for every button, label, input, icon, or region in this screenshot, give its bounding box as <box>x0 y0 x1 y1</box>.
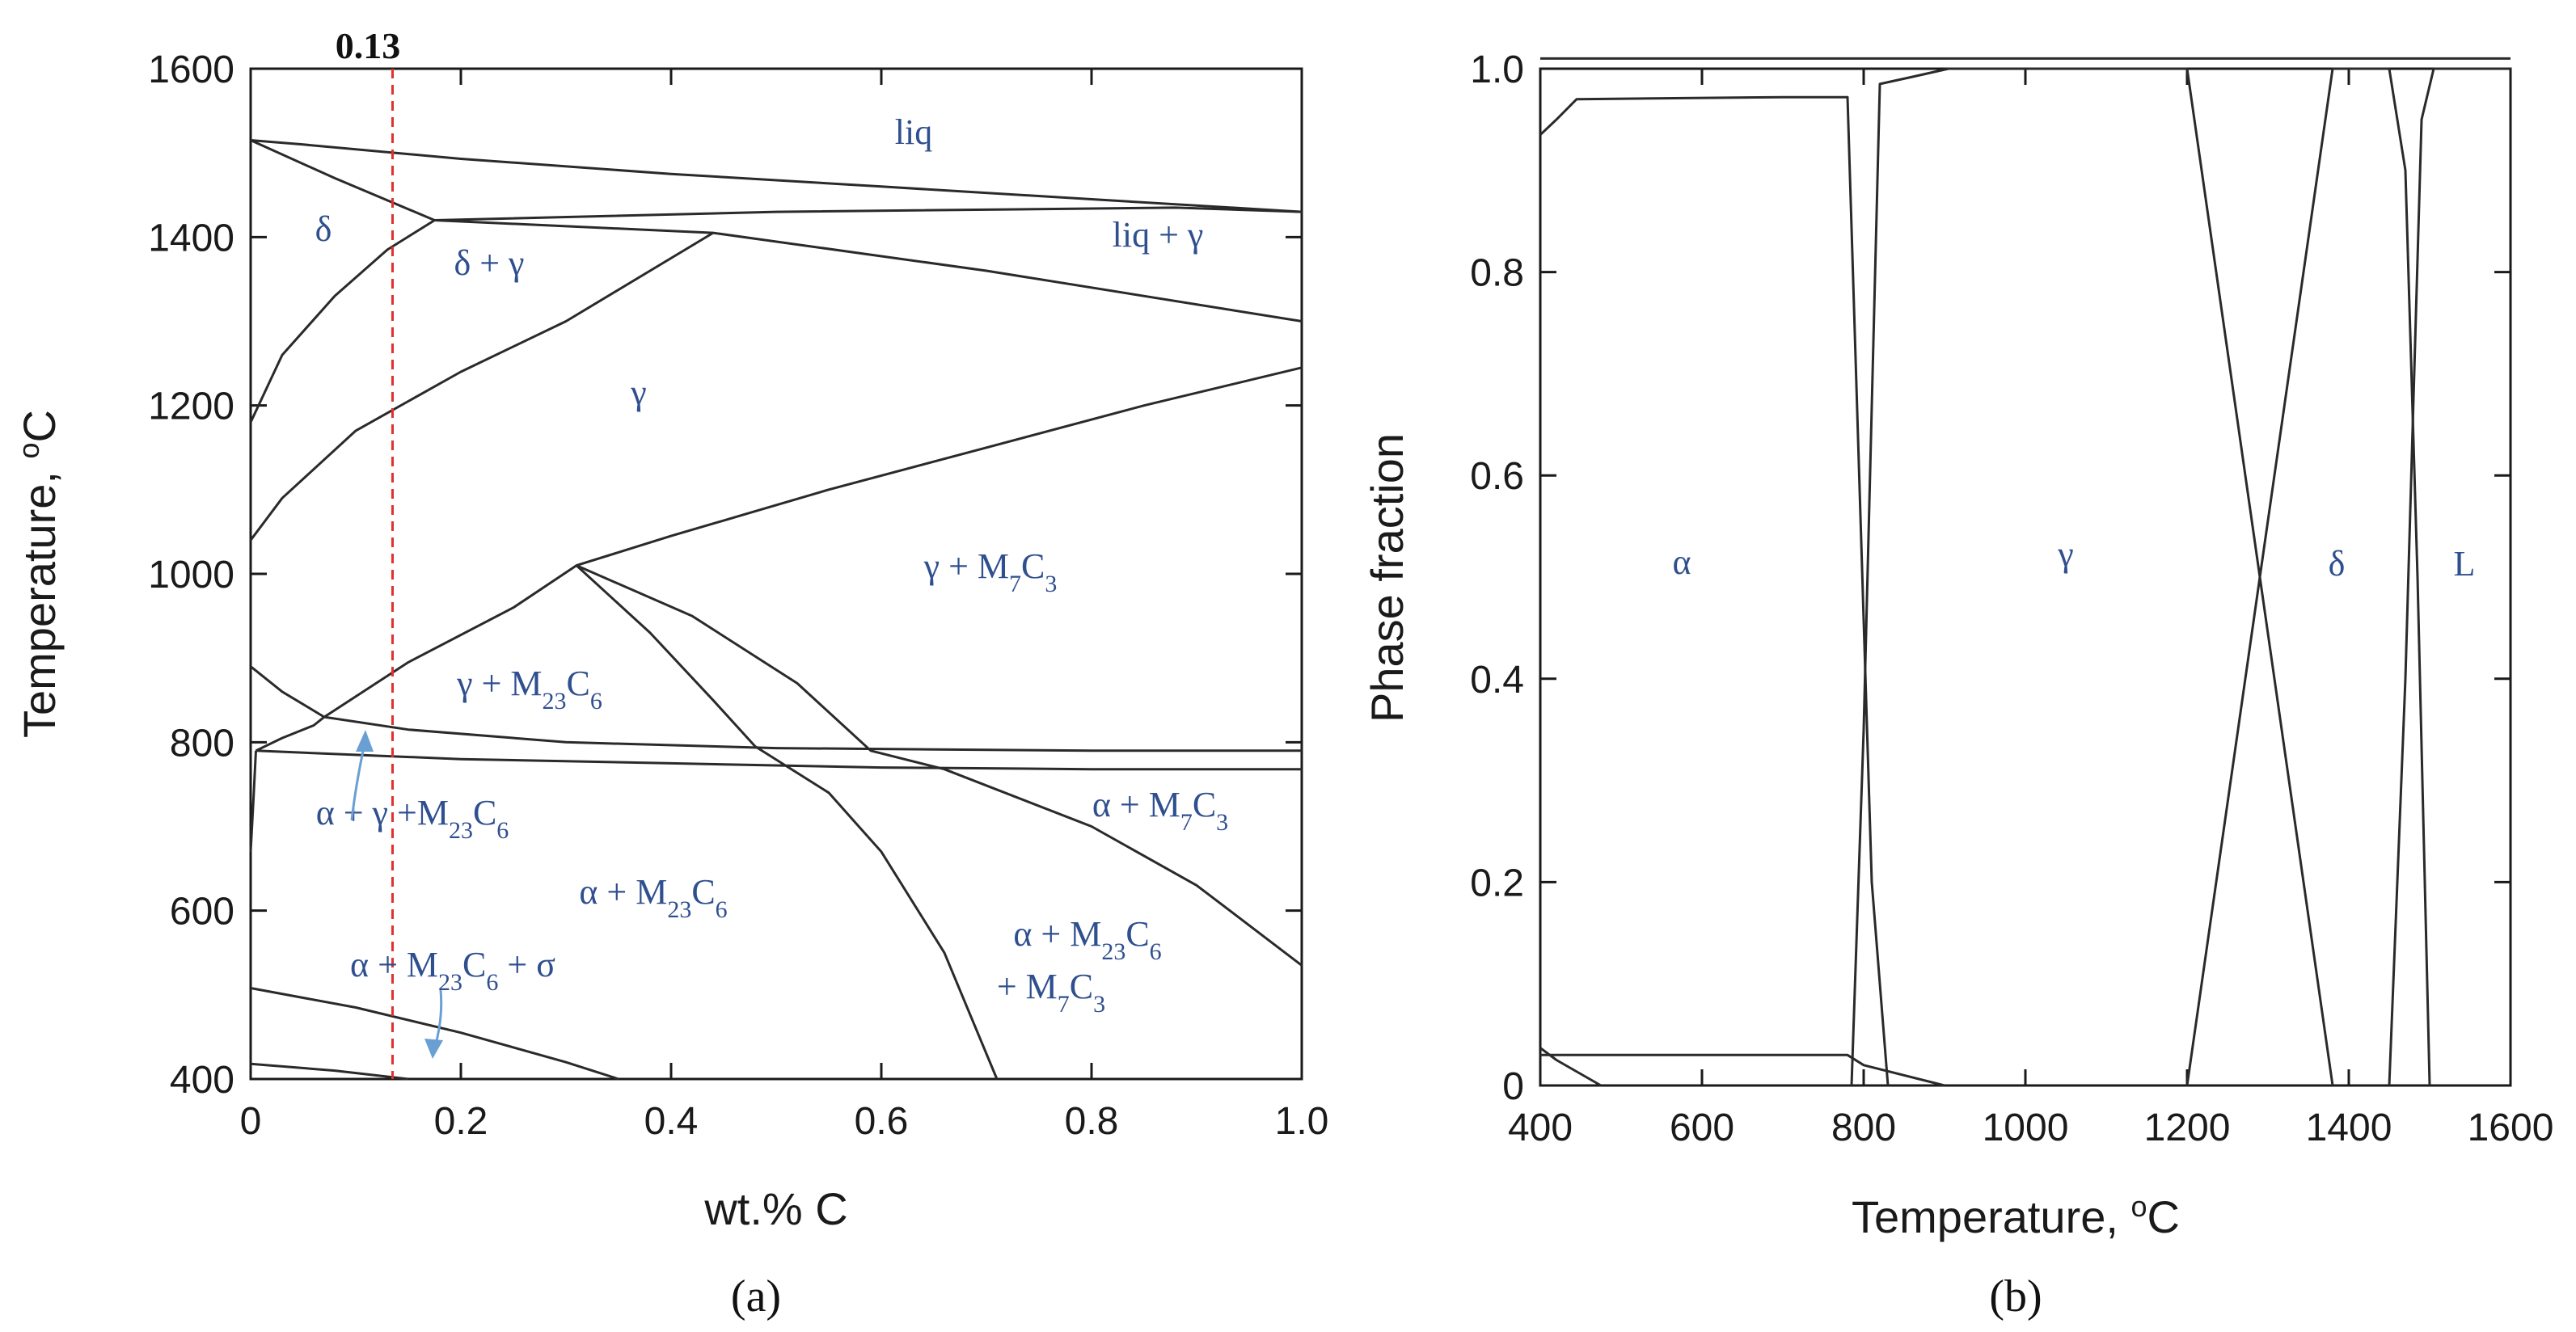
panel-a-ytick-label: 1200 <box>148 386 234 428</box>
panel-a-curve-7 <box>323 366 1303 719</box>
panel-a-curve-17 <box>250 987 619 1081</box>
panel-a-xtick-label: 0.2 <box>434 1100 488 1143</box>
panel-a-curve-2 <box>250 139 436 221</box>
panel-a-label-liq-gamma: liq + γ <box>1113 215 1204 255</box>
panel-a-curve-5 <box>249 219 436 424</box>
panel-a-curve-4 <box>434 219 1303 322</box>
panel-b-curve-5 <box>2388 67 2511 1086</box>
panel-b-curve-6 <box>1540 1053 1945 1087</box>
panel-a-curve-16 <box>754 745 999 1080</box>
panel-b-ticks: 400 600 800 1000 1200 1400 1600 0 0.2 0.4 0.6 0.8 1.… <box>1470 48 2553 1149</box>
panel-a-curve-6 <box>249 231 714 542</box>
panel-b-curve-4 <box>2185 67 2431 1086</box>
panel-b-ytick-label: 0 <box>1502 1065 1524 1108</box>
panel-b-xtick-label: 1200 <box>2144 1106 2231 1149</box>
panel-a-curve-12 <box>249 750 257 852</box>
panel-b-curve-2 <box>1539 95 1890 1086</box>
panel-a-curve-13 <box>575 564 757 748</box>
panel-a-label-liq: liq <box>895 112 932 152</box>
panel-a-label-alpha-m23c6: α + M23C6 <box>579 872 727 923</box>
panel-a-curve-1 <box>250 139 1303 213</box>
panel-b-xtick-label: 400 <box>1508 1106 1573 1149</box>
panel-a-phase-diagram: 0 0.2 0.4 0.6 0.8 1.0 400 600 800 1000 1200 1400 160… <box>12 25 1329 1321</box>
panel-a-arrowhead-up <box>356 730 374 752</box>
panel-a-ytick-label: 1400 <box>148 217 234 259</box>
panel-b-ytick-label: 0.6 <box>1470 455 1524 498</box>
panel-a-label-alpha-m7c3: α + M7C3 <box>1092 785 1228 836</box>
panel-b-ylabel: Phase fraction <box>1362 433 1413 723</box>
panel-b-label-liquid: L <box>2454 544 2476 584</box>
panel-b-label-alpha: α <box>1672 542 1691 582</box>
panel-b-ytick-label: 1.0 <box>1470 48 1524 91</box>
panel-a-label-alpha-m23c6-m7c3-2: + M7C3 <box>997 967 1105 1018</box>
panel-b-ytick-label: 0.8 <box>1470 252 1524 295</box>
panel-a-label-gamma: γ <box>630 373 646 412</box>
panel-a-label-alpha-gamma-m23c6: α + γ +M23C6 <box>316 793 509 844</box>
panel-b-xlabel: Temperature, oC <box>1852 1190 2180 1243</box>
panel-a-curve-9 <box>255 715 325 752</box>
panel-a-ytick-label: 1600 <box>148 48 234 91</box>
panel-b-xtick-label: 1400 <box>2306 1106 2392 1149</box>
panel-a-ytick-label: 400 <box>170 1059 234 1102</box>
panel-b-ytick-label: 0.2 <box>1470 862 1524 904</box>
panel-b-xtick-label: 1000 <box>1983 1106 2069 1149</box>
panel-a-xtick-label: 0 <box>240 1100 262 1143</box>
panel-b-xtick-label: 800 <box>1831 1106 1896 1149</box>
panel-a-xtick-label: 0.6 <box>855 1100 909 1143</box>
panel-a-label-gamma-m23c6: γ + M23C6 <box>456 664 602 714</box>
panel-a-arrow-down <box>433 989 443 1047</box>
panel-a-label-delta-gamma: δ + γ <box>454 243 525 283</box>
panel-a-curve-8 <box>250 665 325 719</box>
panel-a-ytick-label: 600 <box>170 891 234 934</box>
panel-a-arrowhead-down <box>424 1039 443 1059</box>
panel-b-curve-7 <box>1539 1047 1602 1087</box>
panel-a-reference-annotation: 0.13 <box>336 25 401 66</box>
panel-a-label-alpha-m23c6-sigma: α + M23C6 + σ <box>350 945 555 996</box>
panel-a-phase-boundaries <box>249 139 1303 1081</box>
panel-a-label-gamma-m7c3: γ + M7C3 <box>923 546 1058 597</box>
panel-a-curve-15 <box>944 768 1303 967</box>
panel-a-ytick-label: 800 <box>170 722 234 765</box>
panel-b-caption: (b) <box>1989 1271 2042 1321</box>
panel-b-phase-fraction: 400 600 800 1000 1200 1400 1600 0 0.2 0.4 0.6 0.8 1.… <box>1362 48 2553 1321</box>
panel-a-curve-3 <box>434 206 1303 221</box>
panel-b-label-delta: δ <box>2329 544 2346 584</box>
panel-b-xtick-label: 600 <box>1670 1106 1734 1149</box>
panel-a-xtick-label: 0.8 <box>1065 1100 1119 1143</box>
panel-b-curve-3 <box>1850 67 2334 1086</box>
panel-a-curve-10 <box>323 715 1302 752</box>
panel-b-label-gamma: γ <box>2057 534 2073 574</box>
panel-b-ytick-label: 0.4 <box>1470 659 1524 702</box>
panel-a-label-delta: δ <box>315 209 332 249</box>
panel-a-caption: (a) <box>731 1271 781 1321</box>
panel-a-xlabel: wt.% C <box>703 1183 847 1234</box>
panel-a-curve-14 <box>576 564 945 771</box>
panel-a-ylabel: Temperature, oC <box>12 410 65 738</box>
panel-b-xtick-label: 1600 <box>2468 1106 2554 1149</box>
panel-a-ytick-label: 1000 <box>148 554 234 596</box>
panel-b-phase-curves <box>1539 57 2511 1087</box>
panel-a-curve-11 <box>255 749 1302 771</box>
panel-a-label-alpha-m23c6-m7c3-1: α + M23C6 <box>1013 914 1161 965</box>
panel-a-curve-18 <box>250 1062 409 1081</box>
panel-a-ticks: 0 0.2 0.4 0.6 0.8 1.0 400 600 800 1000 1200 1400 160… <box>148 48 1328 1143</box>
panel-a-xtick-label: 0.4 <box>644 1100 699 1143</box>
panel-a-xtick-label: 1.0 <box>1275 1100 1329 1143</box>
